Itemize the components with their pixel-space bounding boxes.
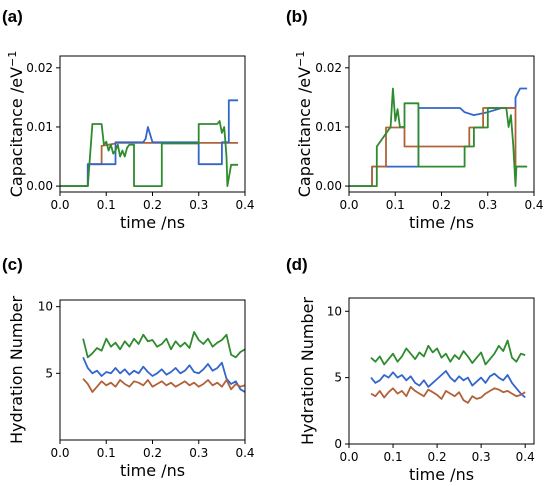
x-tick-label: 0.1	[386, 198, 405, 212]
y-tick-label: 0.01	[26, 120, 53, 134]
x-axis-label: time /ns	[409, 465, 474, 484]
x-tick-label: 0.3	[472, 450, 491, 464]
series-line-green	[82, 331, 246, 359]
series-line-blue	[349, 87, 528, 188]
y-axis-label-text: Hydration Number	[298, 297, 317, 445]
series-line-green	[349, 87, 528, 188]
x-tick-label: 0.4	[524, 198, 543, 212]
x-tick-label: 0.0	[50, 446, 69, 460]
y-tick-label: 10	[327, 304, 342, 318]
series-line-blue	[82, 356, 246, 393]
y-axis-label: Capacitance /eV−1	[294, 51, 314, 198]
panel-a: (a) 0.0 0.1 0.2 0.3 0.4 0.00 0.01 0.02 time /ns Ca…	[2, 7, 255, 232]
y-axis-label-superscript: −1	[6, 51, 19, 67]
panel-d: (d) 0.0 0.1 0.2 0.3 0.4 0 5 10 time /ns Hydration …	[286, 255, 535, 484]
y-tick-label: 0	[334, 437, 342, 451]
series-line-orange	[370, 385, 526, 404]
x-axis-label: time /ns	[120, 461, 185, 480]
y-tick-label: 0.02	[26, 61, 53, 75]
x-tick-label: 0.2	[428, 450, 447, 464]
y-tick-label: 5	[334, 371, 342, 385]
series-line-blue	[370, 370, 526, 399]
x-tick-label: 0.0	[339, 198, 358, 212]
y-tick-label: 0.01	[315, 120, 342, 134]
x-tick-label: 0.0	[339, 450, 358, 464]
x-tick-label: 0.2	[432, 198, 451, 212]
y-axis-label: Hydration Number	[7, 296, 26, 444]
panel-label: (a)	[2, 7, 23, 26]
y-axis-label: Capacitance /eV−1	[6, 51, 26, 198]
panel-c: (c) 0.0 0.1 0.2 0.3 0.4 5 10 time /ns Hydration N…	[2, 255, 255, 480]
y-axis-label-text: Hydration Number	[7, 296, 26, 444]
x-axis-label: time /ns	[409, 213, 474, 232]
x-tick-label: 0.2	[143, 198, 162, 212]
x-tick-label: 0.1	[97, 446, 116, 460]
y-tick-label: 0.02	[315, 61, 342, 75]
y-tick-label: 0.00	[315, 179, 342, 193]
y-tick-label: 0.00	[26, 179, 53, 193]
panel-label: (d)	[286, 255, 308, 274]
series-line-blue	[60, 99, 239, 188]
y-axis-label-text: Capacitance /eV	[295, 67, 314, 197]
series-line-green	[370, 339, 526, 366]
x-tick-label: 0.1	[384, 450, 403, 464]
x-axis-label: time /ns	[120, 213, 185, 232]
panel-label: (c)	[2, 255, 23, 274]
panel-b: (b) 0.0 0.1 0.2 0.3 0.4 0.00 0.01 0.02 time /ns Ca…	[286, 7, 544, 232]
y-axis-label-text: Capacitance /eV	[7, 67, 26, 197]
panel-label: (b)	[286, 7, 308, 26]
x-tick-label: 0.0	[50, 198, 69, 212]
y-tick-label: 5	[45, 366, 53, 380]
x-tick-label: 0.1	[97, 198, 116, 212]
plot-frame	[348, 297, 535, 445]
x-tick-label: 0.3	[189, 446, 208, 460]
plot-frame	[59, 299, 246, 441]
series-line-orange	[349, 107, 528, 188]
x-tick-label: 0.3	[189, 198, 208, 212]
x-tick-label: 0.4	[516, 450, 535, 464]
y-axis-label-superscript: −1	[294, 51, 307, 67]
x-tick-label: 0.2	[143, 446, 162, 460]
x-tick-label: 0.4	[235, 446, 254, 460]
x-tick-label: 0.3	[478, 198, 497, 212]
series-line-orange	[82, 378, 246, 393]
y-axis-label: Hydration Number	[298, 297, 317, 445]
x-tick-label: 0.4	[235, 198, 254, 212]
y-tick-label: 10	[38, 300, 53, 314]
series-line-green	[60, 120, 239, 188]
